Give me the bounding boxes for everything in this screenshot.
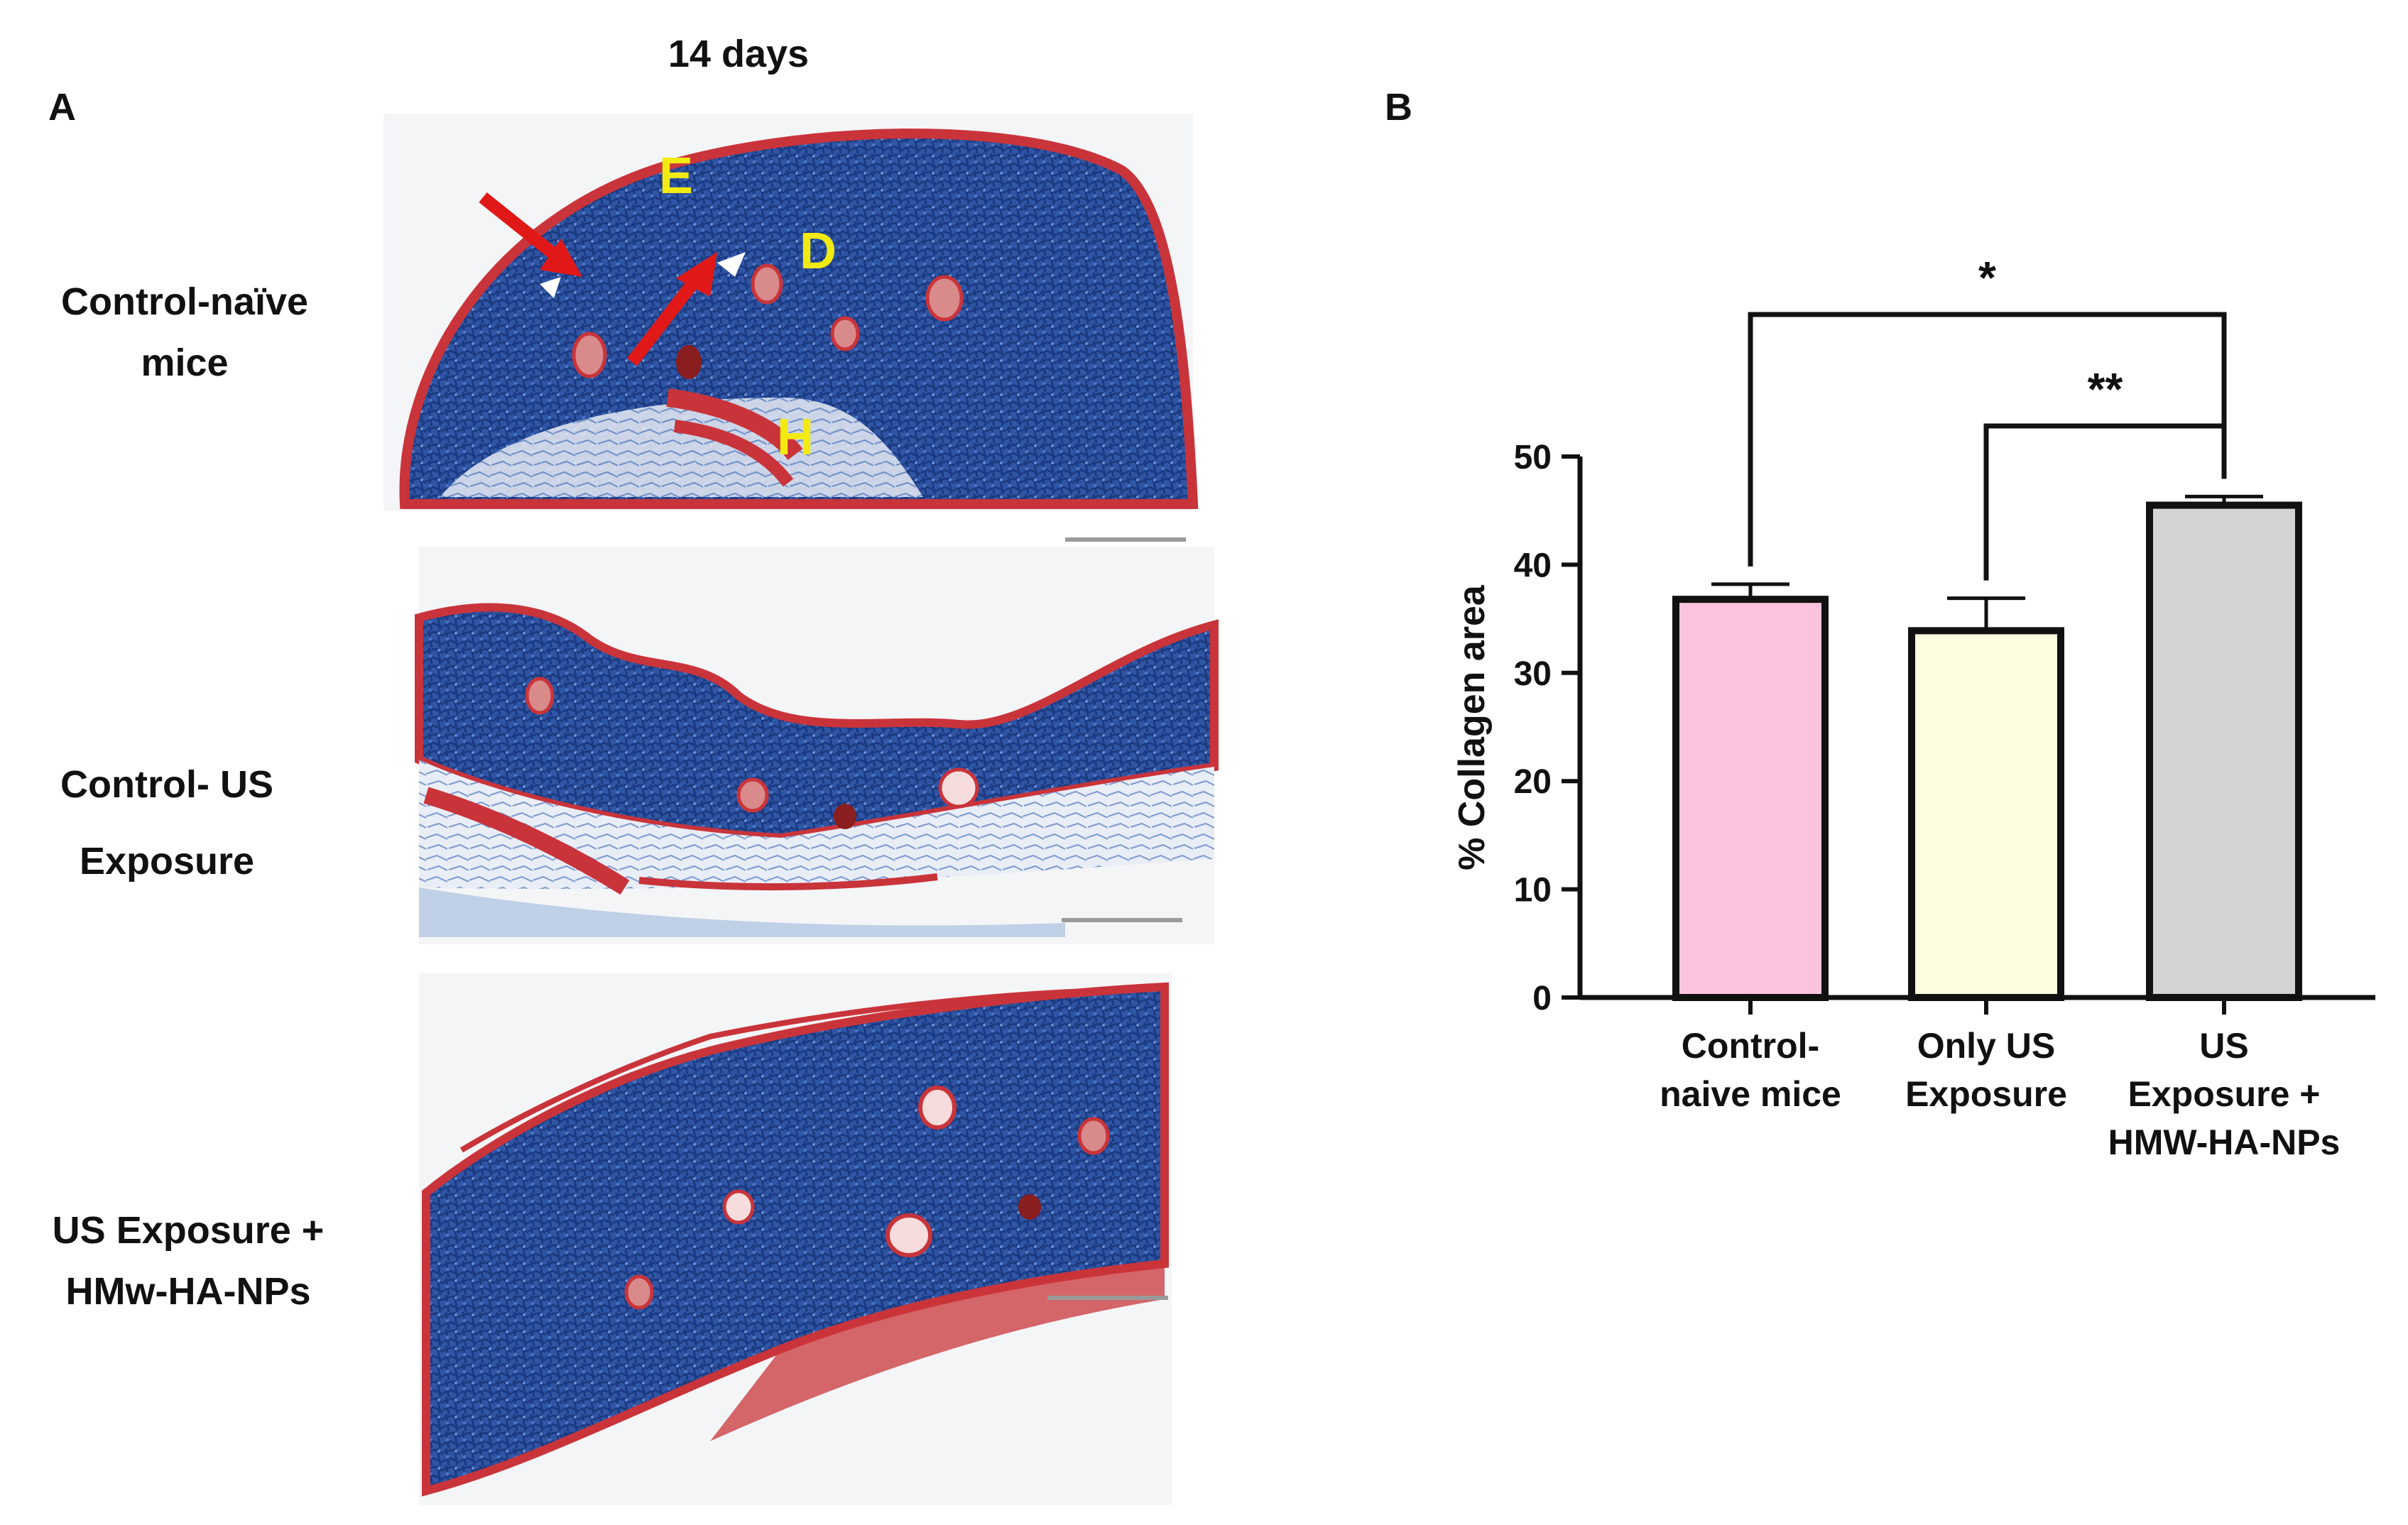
- bar: [1908, 627, 2064, 1001]
- y-tick-label: 50: [1514, 439, 1552, 476]
- row-label-line: Control- US: [60, 763, 273, 806]
- x-tick-label: HMW-HA-NPs: [2108, 1122, 2341, 1162]
- significance-bracket: [1748, 312, 2227, 567]
- bar: [2146, 501, 2302, 1001]
- panel-a-letter: A: [48, 86, 76, 129]
- x-tick-label: US: [2199, 1026, 2248, 1066]
- row-label-line: Exposure: [79, 840, 255, 882]
- bar: [1672, 596, 1829, 1001]
- y-tick-label: 20: [1514, 763, 1552, 801]
- x-tick-label: naive mice: [1660, 1074, 1841, 1114]
- y-tick-label: 10: [1514, 872, 1552, 909]
- micrograph-control-us: [415, 547, 1219, 944]
- red-arrow-icon: [626, 252, 717, 366]
- y-tick-label: 30: [1514, 655, 1552, 693]
- row-label-line: US Exposure +: [52, 1209, 325, 1252]
- x-tick-label: Control-: [1682, 1026, 1819, 1066]
- row-label-control-naive: Control-naïve mice: [0, 271, 369, 393]
- micrograph-control-naive: [383, 114, 1199, 542]
- epidermis-label: E: [659, 148, 693, 204]
- y-tick-label: 0: [1532, 980, 1552, 1017]
- significance-bracket: [1983, 423, 2227, 581]
- panel-b-letter: B: [1385, 86, 1412, 129]
- x-tick-label: Only US: [1917, 1026, 2055, 1066]
- row-label-line: mice: [141, 341, 229, 384]
- row-label-line: Control-naïve: [60, 280, 309, 323]
- row-label-control-us: Control- US Exposure: [0, 746, 334, 900]
- dermis-label: D: [800, 223, 837, 280]
- x-tick-label: Exposure +: [2128, 1074, 2321, 1114]
- hypodermis-label: H: [777, 409, 814, 466]
- significance-label: **: [2088, 364, 2123, 415]
- significance-label: *: [1978, 252, 1996, 303]
- y-tick-label: 40: [1514, 547, 1552, 584]
- red-arrow-icon: [479, 192, 582, 277]
- x-tick-label: Exposure: [1905, 1074, 2067, 1114]
- row-label-us-hmw: US Exposure + HMw-HA-NPs: [0, 1200, 376, 1322]
- time-point-title: 14 days: [668, 33, 810, 75]
- row-label-line: HMw-HA-NPs: [65, 1270, 311, 1313]
- micrograph-us-hmw: [419, 973, 1172, 1505]
- y-axis-title: % Collagen area: [1451, 584, 1493, 870]
